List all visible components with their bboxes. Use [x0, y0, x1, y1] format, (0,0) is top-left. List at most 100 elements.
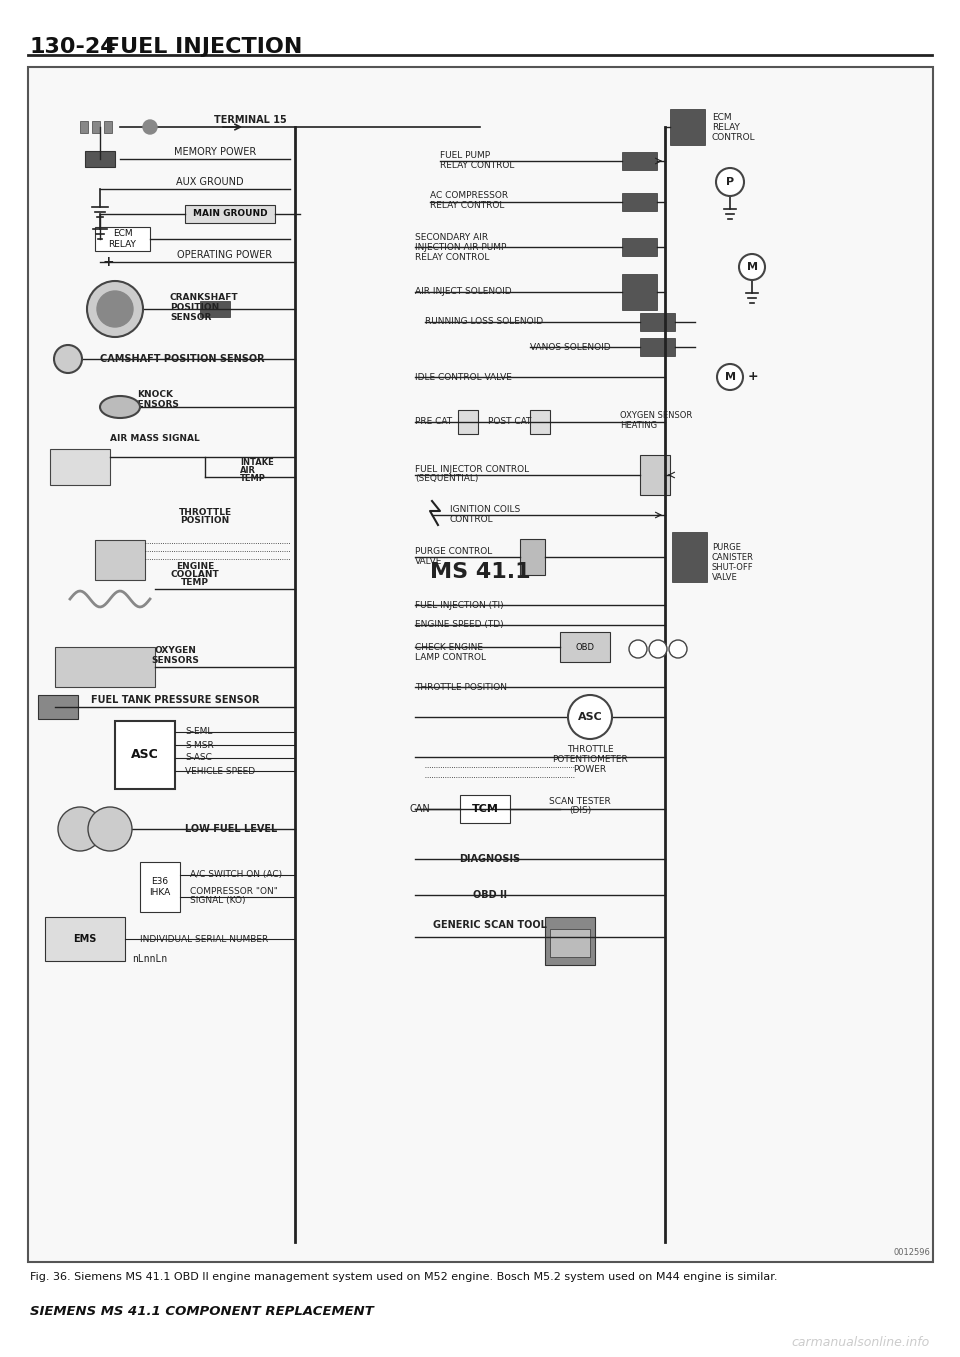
Text: SIGNAL (KO): SIGNAL (KO) [190, 897, 246, 905]
Bar [50, 449, 110, 484]
Bar [622, 193, 657, 210]
Text: MAIN GROUND: MAIN GROUND [193, 209, 267, 218]
Text: THROTTLE POSITION: THROTTLE POSITION [415, 683, 507, 692]
Text: +: + [748, 370, 758, 384]
Text: ENGINE: ENGINE [176, 562, 214, 571]
Text: VANOS SOLENOID: VANOS SOLENOID [530, 342, 611, 351]
Text: POSITION: POSITION [180, 516, 229, 525]
Circle shape [649, 641, 667, 658]
Text: PURGE CONTROL: PURGE CONTROL [415, 547, 492, 555]
Bar [640, 338, 675, 356]
Bar [80, 121, 88, 133]
Text: SENSORS: SENSORS [132, 400, 179, 408]
Text: S-EML: S-EML [185, 727, 212, 737]
Text: CANISTER: CANISTER [712, 552, 754, 562]
Bar [545, 917, 595, 965]
Text: RELAY CONTROL: RELAY CONTROL [415, 252, 490, 262]
Bar [640, 455, 670, 495]
Text: Fig. 36. Siemens MS 41.1 OBD II engine management system used on M52 engine. Bos: Fig. 36. Siemens MS 41.1 OBD II engine m… [30, 1272, 778, 1282]
Text: ASC: ASC [578, 712, 602, 722]
Text: TEMP: TEMP [240, 474, 266, 483]
Text: OXYGEN: OXYGEN [154, 646, 196, 655]
Text: SIEMENS MS 41.1 COMPONENT REPLACEMENT: SIEMENS MS 41.1 COMPONENT REPLACEMENT [30, 1305, 373, 1318]
Text: AIR: AIR [240, 465, 256, 475]
Text: OXYGEN SENSOR: OXYGEN SENSOR [620, 411, 692, 421]
Bar [104, 121, 112, 133]
Bar [140, 862, 180, 912]
Text: AC COMPRESSOR: AC COMPRESSOR [430, 191, 508, 201]
Text: GENERIC SCAN TOOL: GENERIC SCAN TOOL [433, 920, 547, 930]
Text: M: M [747, 262, 757, 271]
Text: SCAN TESTER: SCAN TESTER [549, 797, 611, 806]
Text: POST CAT: POST CAT [489, 418, 532, 426]
Text: nLnnLn: nLnnLn [132, 954, 168, 963]
Text: MEMORY POWER: MEMORY POWER [174, 147, 256, 157]
Text: CHECK ENGINE: CHECK ENGINE [415, 642, 483, 651]
Text: VALVE: VALVE [415, 556, 443, 566]
Text: POWER: POWER [573, 764, 607, 773]
Text: INJECTION AIR PUMP: INJECTION AIR PUMP [415, 243, 506, 251]
Text: THROTTLE: THROTTLE [566, 745, 613, 753]
Bar [672, 532, 707, 582]
Text: AIR MASS SIGNAL: AIR MASS SIGNAL [110, 434, 200, 442]
Text: OBD: OBD [575, 642, 594, 651]
Text: RELAY CONTROL: RELAY CONTROL [430, 201, 504, 210]
Bar [85, 151, 115, 167]
Text: RELAY: RELAY [712, 122, 740, 132]
Text: OPERATING POWER: OPERATING POWER [178, 250, 273, 261]
Text: S-ASC: S-ASC [185, 753, 212, 763]
Text: A/C SWITCH ON (AC): A/C SWITCH ON (AC) [190, 870, 282, 879]
Text: AIR INJECT SOLENOID: AIR INJECT SOLENOID [415, 288, 512, 296]
Text: CONTROL: CONTROL [450, 514, 493, 524]
Text: PRE CAT: PRE CAT [415, 418, 452, 426]
Bar [670, 109, 705, 145]
Text: LOW FUEL LEVEL: LOW FUEL LEVEL [185, 824, 277, 835]
Text: SECONDARY AIR: SECONDARY AIR [415, 232, 488, 242]
Bar [185, 205, 275, 223]
Text: OBD II: OBD II [473, 890, 507, 900]
Bar [530, 410, 550, 434]
Text: AUX GROUND: AUX GROUND [177, 176, 244, 187]
Text: VEHICLE SPEED: VEHICLE SPEED [185, 767, 255, 775]
Text: DIAGNOSIS: DIAGNOSIS [460, 854, 520, 864]
Bar [55, 647, 155, 687]
Text: INTAKE: INTAKE [240, 459, 274, 467]
Text: VALVE: VALVE [712, 573, 737, 582]
Text: FUEL PUMP: FUEL PUMP [440, 151, 491, 160]
Circle shape [568, 695, 612, 740]
Bar [92, 121, 100, 133]
Text: IDLE CONTROL VALVE: IDLE CONTROL VALVE [415, 373, 512, 381]
Bar [520, 539, 545, 575]
Text: E36
IHKA: E36 IHKA [150, 877, 171, 897]
Bar [622, 237, 657, 256]
Circle shape [739, 254, 765, 280]
Circle shape [669, 641, 687, 658]
Text: TCM: TCM [471, 803, 498, 814]
Text: EMS: EMS [73, 934, 97, 944]
Bar [200, 301, 230, 318]
Bar [622, 274, 657, 309]
Text: carmanualsonline.info: carmanualsonline.info [792, 1337, 930, 1349]
Text: TEMP: TEMP [181, 578, 209, 588]
Text: ASC: ASC [132, 749, 158, 761]
Text: 130-24: 130-24 [30, 37, 116, 57]
Circle shape [143, 119, 157, 134]
Text: INDIVIDUAL SERIAL NUMBER: INDIVIDUAL SERIAL NUMBER [140, 935, 268, 943]
Text: RUNNING LOSS SOLENOID: RUNNING LOSS SOLENOID [425, 318, 543, 327]
Text: COMPRESSOR "ON": COMPRESSOR "ON" [190, 886, 277, 896]
Text: CAMSHAFT POSITION SENSOR: CAMSHAFT POSITION SENSOR [100, 354, 265, 364]
Circle shape [87, 281, 143, 337]
Ellipse shape [100, 396, 140, 418]
Text: (DIS): (DIS) [569, 806, 591, 816]
Text: 0012596: 0012596 [893, 1248, 930, 1257]
Text: SHUT-OFF: SHUT-OFF [712, 563, 754, 571]
Text: (SEQUENTIAL): (SEQUENTIAL) [415, 475, 478, 483]
Circle shape [717, 364, 743, 389]
Bar [38, 695, 78, 719]
Text: LAMP CONTROL: LAMP CONTROL [415, 653, 486, 661]
Text: CRANKSHAFT: CRANKSHAFT [170, 293, 239, 301]
Text: MS 41.1: MS 41.1 [430, 562, 530, 582]
Text: IGNITION COILS: IGNITION COILS [450, 505, 520, 513]
Text: PURGE: PURGE [712, 543, 741, 551]
Bar [45, 917, 125, 961]
